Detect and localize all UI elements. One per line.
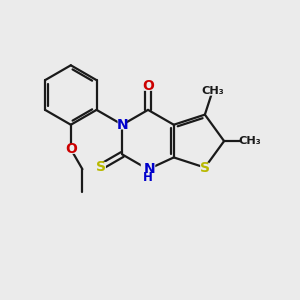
- FancyBboxPatch shape: [241, 136, 258, 146]
- FancyBboxPatch shape: [96, 162, 106, 171]
- Text: S: S: [200, 160, 210, 175]
- Text: H: H: [143, 171, 153, 184]
- FancyBboxPatch shape: [141, 161, 155, 177]
- Text: N: N: [144, 162, 155, 176]
- FancyBboxPatch shape: [66, 144, 76, 154]
- Text: O: O: [142, 79, 154, 93]
- Text: N: N: [116, 118, 128, 132]
- Text: CH₃: CH₃: [238, 136, 261, 146]
- Text: S: S: [96, 160, 106, 174]
- Text: O: O: [65, 142, 77, 156]
- FancyBboxPatch shape: [200, 163, 210, 172]
- FancyBboxPatch shape: [204, 85, 221, 96]
- FancyBboxPatch shape: [143, 81, 153, 91]
- Text: CH₃: CH₃: [201, 85, 224, 96]
- FancyBboxPatch shape: [118, 120, 127, 130]
